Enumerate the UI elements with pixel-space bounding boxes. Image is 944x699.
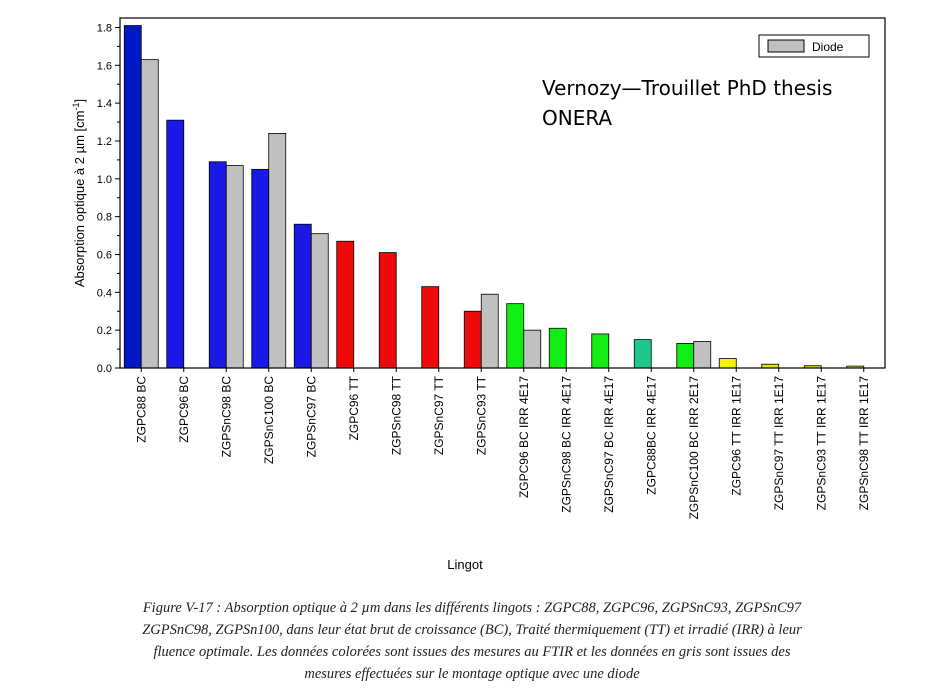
y-tick-label: 1.4 [97,98,112,110]
legend: Diode [758,34,870,58]
bar-ftir [293,223,312,369]
bar-diode [523,329,542,369]
y-tick-label: 1.8 [97,22,112,34]
x-tick-label: ZGPC88 BC [134,376,148,443]
x-tick-label: ZGPSnC100 BC IRR 2E17 [687,376,701,520]
bar-ftir [166,119,185,369]
y-tick-label: 0.6 [97,249,112,261]
y-tick-label: 0.2 [97,325,112,337]
x-tick-label: ZGPSnC98 TT IRR 1E17 [857,376,871,511]
x-tick-label: ZGPC96 TT [347,375,361,440]
caption-line-4: mesures effectuées sur le montage optiqu… [304,666,640,682]
x-axis: ZGPC88 BC ZGPC96 BC ZGPSnC98 BC ZGPSnC100 B… [134,368,871,519]
caption-line-2: ZGPSnC98, ZGPSn100, dans leur état brut … [142,622,802,638]
x-tick-label: ZGPSnC98 TT [389,375,403,455]
chart: 0.0 0.2 0.4 0.6 0.8 1.0 1.2 1.4 1.6 1.8 ZGPC88 BC… [71,17,886,572]
x-tick-label: ZGPSnC100 BC [262,376,276,464]
x-tick-label: ZGPSnC97 BC [304,376,318,458]
y-tick-label: 0.4 [97,287,112,299]
x-axis-title: Lingot [447,557,483,572]
bar-diode [225,165,244,369]
x-tick-label: ZGPSnC93 TT [474,375,488,455]
y-tick-label: 0.8 [97,212,112,224]
bar-ftir [378,252,397,369]
bar-ftir [633,339,652,369]
x-tick-label: ZGPC96 BC [177,376,191,443]
y-tick-label: 1.6 [97,60,112,72]
y-axis-title: Absorption optique à 2 µm [cm-1] [71,99,87,287]
bar-ftir [463,310,482,369]
caption-line-3: fluence optimale. Les données colorées s… [153,644,791,660]
x-tick-label: ZGPSnC93 TT IRR 1E17 [814,376,828,511]
bar-ftir [591,333,610,369]
plot-frame [119,17,886,369]
bar-ftir [208,161,227,369]
x-tick-label: ZGPC96 TT IRR 1E17 [729,376,743,496]
bar-ftir [506,303,525,369]
figure-caption: Figure V-17 : Absorption optique à 2 µm … [40,597,904,685]
x-tick-label: ZGPSnC97 TT IRR 1E17 [772,376,786,511]
y-tick-label: 1.2 [97,136,112,148]
bar-ftir [676,343,695,369]
y-tick-label: 1.0 [97,174,112,186]
x-tick-label: ZGPSnC98 BC IRR 4E17 [559,376,573,513]
y-tick-label: 0.0 [97,363,112,375]
x-tick-label: ZGPC96 BC IRR 4E17 [517,376,531,498]
bar-ftir [251,168,270,369]
bars-layer [123,25,865,369]
x-tick-label: ZGPSnC98 BC [219,376,233,458]
annotation-box [530,66,870,140]
legend-label-diode: Diode [812,40,844,54]
bar-ftir [336,240,355,369]
x-tick-label: ZGPSnC97 BC IRR 4E17 [602,376,616,513]
bar-ftir [421,286,440,369]
bar-diode [310,233,329,369]
annotation: Vernozy—Trouillet PhD thesis ONERA [530,66,870,140]
bar-ftir [123,25,142,369]
bar-diode [693,341,712,369]
x-tick-label: ZGPC88BC IRR 4E17 [644,376,658,495]
y-axis: 0.0 0.2 0.4 0.6 0.8 1.0 1.2 1.4 1.6 1.8 [97,22,120,375]
bar-diode [140,59,159,369]
bar-diode [480,293,499,369]
annotation-line-2: ONERA [542,106,612,130]
x-tick-label: ZGPSnC97 TT [432,375,446,455]
bar-ftir [548,327,567,369]
annotation-line-1: Vernozy—Trouillet PhD thesis [542,76,832,100]
legend-swatch [767,39,805,53]
caption-line-1: Figure V-17 : Absorption optique à 2 µm … [142,600,802,616]
bar-ftir [718,358,737,369]
bar-diode [268,133,287,369]
